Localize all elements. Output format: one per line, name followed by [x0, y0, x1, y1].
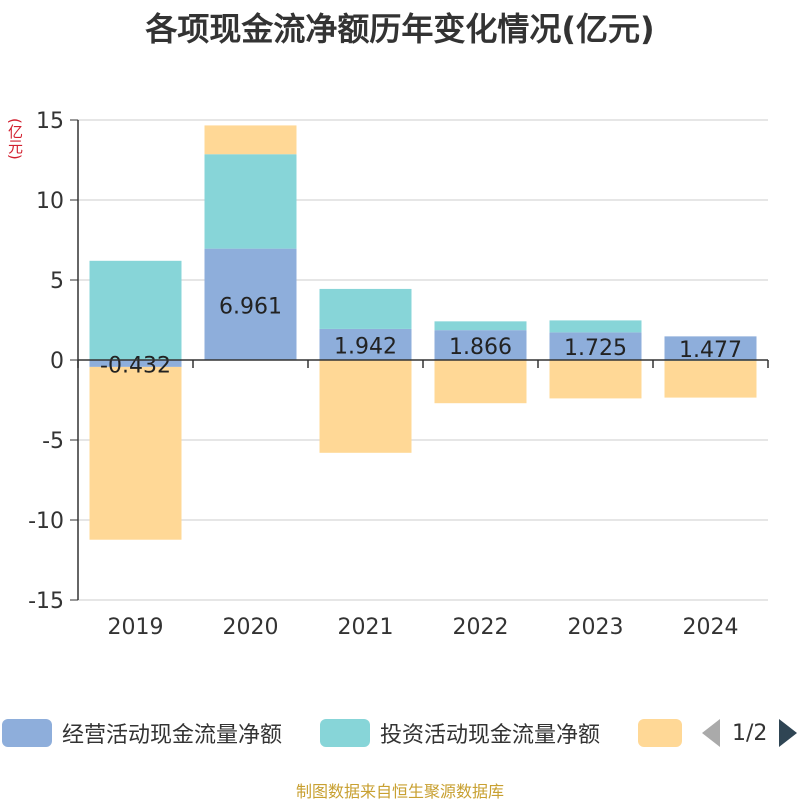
chart-title: 各项现金流净额历年变化情况(亿元) [145, 10, 655, 48]
x-tick-label-2022: 2022 [453, 615, 509, 640]
data-label-operating-2019: -0.432 [100, 353, 171, 378]
bar-series3-2023 [549, 360, 642, 399]
bar-series3-2019 [89, 366, 182, 540]
bar-series1-2023 [549, 332, 642, 360]
data-label-operating-2020: 6.961 [219, 294, 282, 319]
x-tick-label-2019: 2019 [108, 615, 164, 640]
bar-series2-2023 [549, 320, 642, 333]
bar-series2-2022 [434, 321, 527, 331]
legend-swatch-operating [2, 719, 52, 747]
bar-series1-2019 [89, 360, 182, 367]
bar-series3-2021 [319, 360, 412, 453]
bar-series1-2024 [664, 336, 757, 360]
y-tick-label: 5 [50, 269, 64, 294]
y-tick-label: -10 [28, 509, 64, 534]
legend-pager: 1/2 [702, 716, 798, 750]
y-tick-label: -15 [28, 589, 64, 614]
next-page-icon[interactable] [779, 719, 798, 747]
bar-series2-2020 [204, 154, 297, 249]
data-label-operating-2022: 1.866 [449, 335, 512, 360]
y-tick-label: 0 [50, 349, 64, 374]
legend-label-investing: 投资活动现金流量净额 [380, 723, 601, 748]
bar-series1-2022 [434, 330, 527, 360]
legend-page-indicator: 1/2 [732, 720, 768, 746]
data-label-operating-2024: 1.477 [679, 338, 742, 363]
y-tick-label: 10 [36, 189, 64, 214]
bar-series3-2022 [434, 360, 527, 404]
chart-area: 15 10 5 0 -5 -10 -15 -0.432 6.961 1.942 1.866 1.725… [28, 109, 769, 640]
x-tick-label-2020: 2020 [223, 615, 279, 640]
legend: 经营活动现金流量净额 投资活动现金流量净额 1/2 [0, 716, 800, 756]
bar-series3-2024 [664, 360, 757, 398]
bar-series3-2020 [204, 125, 297, 155]
bar-series2-2021 [319, 288, 412, 329]
legend-item-financing[interactable] [638, 716, 682, 750]
bar-series2-2019 [89, 260, 182, 360]
y-tick-label: -5 [42, 429, 64, 454]
bar-series1-2021 [319, 328, 412, 360]
legend-swatch-financing [638, 719, 682, 747]
bar-series1-2020 [204, 248, 297, 360]
y-tick-label: 15 [36, 109, 64, 134]
x-tick-label-2023: 2023 [568, 615, 624, 640]
data-source: 制图数据来自恒生聚源数据库 [295, 782, 504, 801]
legend-item-operating[interactable]: 经营活动现金流量净额 [2, 716, 282, 750]
prev-page-icon[interactable] [702, 719, 720, 747]
y-axis-unit: (亿元) [6, 118, 24, 160]
data-label-operating-2021: 1.942 [334, 334, 397, 359]
data-label-operating-2023: 1.725 [564, 336, 627, 361]
x-tick-label-2024: 2024 [683, 615, 739, 640]
legend-item-investing[interactable]: 投资活动现金流量净额 [320, 716, 600, 750]
x-tick-label-2021: 2021 [338, 615, 394, 640]
legend-swatch-investing [320, 719, 370, 747]
legend-label-operating: 经营活动现金流量净额 [62, 723, 283, 748]
